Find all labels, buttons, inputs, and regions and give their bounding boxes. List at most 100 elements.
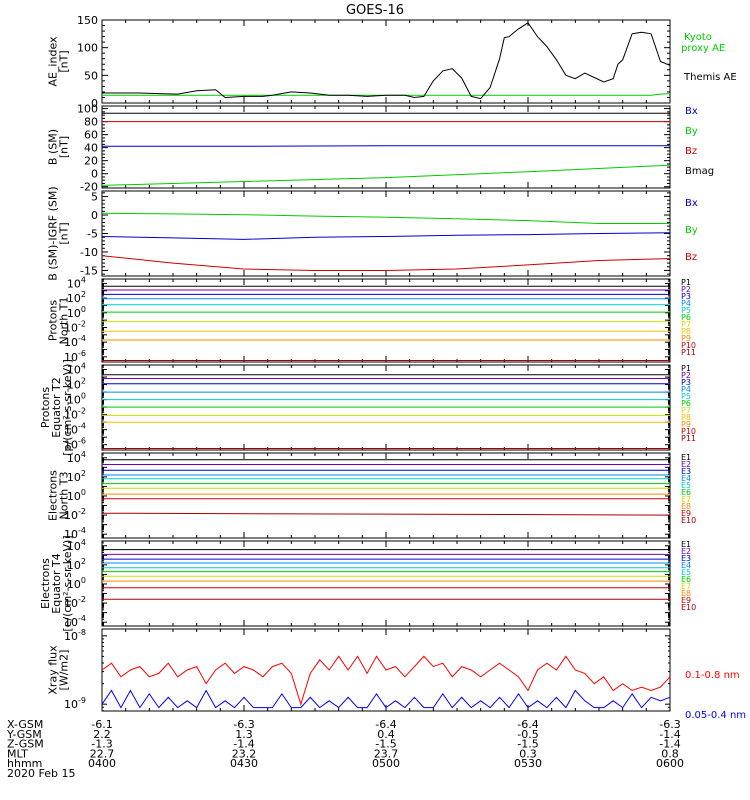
x-axis-value: 1.3: [235, 728, 253, 741]
plot-area: [101, 459, 671, 516]
x-axis-row-label: Z-GSM: [7, 738, 44, 751]
x-axis-value: -6.4: [517, 718, 538, 731]
x-axis-value: 0600: [656, 757, 684, 770]
legend-label: E9: [681, 596, 691, 605]
series-line-0-05-0-4-nm: [101, 689, 671, 709]
x-axis-value: -0.5: [517, 728, 538, 741]
y-tick-label: 60: [84, 129, 98, 142]
x-axis-value: -1.5: [375, 738, 396, 751]
legend-label: Bx: [685, 106, 698, 117]
legend-label: E10: [681, 516, 696, 525]
legend-label: E8: [681, 502, 691, 511]
y-tick-label: 0: [91, 209, 98, 222]
legend-label: P4: [681, 385, 691, 394]
y-tick-label: 100: [77, 103, 98, 116]
series-line-bx: [101, 232, 671, 240]
y-tick-label: 100: [67, 576, 86, 591]
x-axis-value: 0.4: [377, 728, 395, 741]
y-tick-label: 10-4: [64, 422, 86, 437]
x-axis-row-label: MLT: [7, 747, 28, 760]
series-line-bz: [101, 255, 671, 271]
y-tick-label: 10-4: [64, 334, 86, 349]
legend-label: E8: [681, 589, 691, 598]
legend-label: P5: [681, 306, 691, 315]
y-tick-label: 100: [67, 488, 86, 503]
y-axis-label: [W/m2]: [58, 650, 71, 691]
legend-label: E4: [681, 474, 691, 483]
x-axis-value: 22.7: [90, 747, 115, 760]
y-tick-label: 102: [67, 377, 86, 392]
y-tick-label: -5: [87, 228, 98, 241]
legend-label: 0.05-0.4 nm: [685, 710, 746, 721]
y-tick-label: 104: [67, 538, 86, 553]
y-tick-label: 40: [84, 142, 98, 155]
y-axis-label: Protons: [39, 387, 52, 428]
date-label: 2020 Feb 15: [7, 767, 75, 780]
legend-label: E7: [681, 582, 691, 591]
y-axis-label: [nT]: [58, 136, 71, 158]
y-tick-label: 10-4: [64, 614, 86, 629]
y-axis-label: [p/(cm²-s-sr-keV)]: [61, 359, 74, 456]
y-tick-label: 10-2: [64, 407, 86, 422]
legend-label: E2: [681, 460, 691, 469]
panel-frame: [101, 278, 671, 363]
y-axis-label: Electrons: [47, 470, 60, 521]
legend-label: E9: [681, 509, 691, 518]
y-tick-label: 5: [91, 191, 98, 204]
legend-label: E4: [681, 561, 691, 570]
legend-label: P3: [681, 292, 691, 301]
legend-label: Kyoto: [684, 32, 712, 43]
y-tick-label: 50: [84, 69, 98, 82]
y-tick-label: -15: [80, 264, 98, 277]
x-axis-value: -1.5: [517, 738, 538, 751]
legend: 0.1-0.8 nm 0.05-0.4 nm: [685, 670, 746, 721]
legend-label: E1: [681, 540, 691, 549]
panel-frame: [101, 540, 671, 627]
y-tick-label: 10-2: [64, 319, 86, 334]
legend-label: P11: [681, 434, 696, 443]
legend: Bx By Bz: [685, 198, 698, 263]
legend-label: P2: [681, 285, 691, 294]
legend-label: proxy AE: [681, 43, 725, 54]
legend-label: P10: [681, 341, 696, 350]
y-axis-label: [nT]: [58, 222, 71, 244]
legend-label: P6: [681, 313, 691, 322]
y-axis-label: North T1: [58, 297, 71, 345]
x-axis-value: 0.3: [519, 747, 537, 760]
plot-area: [102, 285, 670, 361]
x-axis-value: -1.3: [91, 738, 112, 751]
y-tick-label: 10-2: [64, 595, 86, 610]
y-tick-label: 10-6: [64, 349, 86, 364]
x-axis-value: -1.4: [659, 738, 680, 751]
y-axis-label: [nT]: [58, 50, 71, 72]
series-line-e10: [101, 512, 671, 516]
y-tick-label: 0: [91, 168, 98, 181]
legend-label: P8: [681, 327, 691, 336]
legend-label: E3: [681, 554, 691, 563]
y-tick-label: -20: [80, 181, 98, 194]
legend-label: 0.1-0.8 nm: [685, 670, 740, 681]
x-axis-row-label: Y-GSM: [6, 728, 42, 741]
legend-label: E3: [681, 467, 691, 476]
x-axis-row-label: X-GSM: [7, 718, 43, 731]
legend-label: P10: [681, 427, 696, 436]
y-axis-label: B (SM): [47, 129, 60, 165]
y-tick-label: -10: [80, 246, 98, 259]
legend-label: P9: [681, 420, 691, 429]
legend-label: P5: [681, 392, 691, 401]
y-axis-label: North T3: [58, 472, 71, 520]
plot-area: [102, 22, 671, 100]
y-axis-label: Protons: [47, 300, 60, 341]
y-axis-label: Equator T4: [50, 553, 63, 613]
series-line-bx: [102, 145, 670, 147]
x-axis-value: 0400: [88, 757, 116, 770]
